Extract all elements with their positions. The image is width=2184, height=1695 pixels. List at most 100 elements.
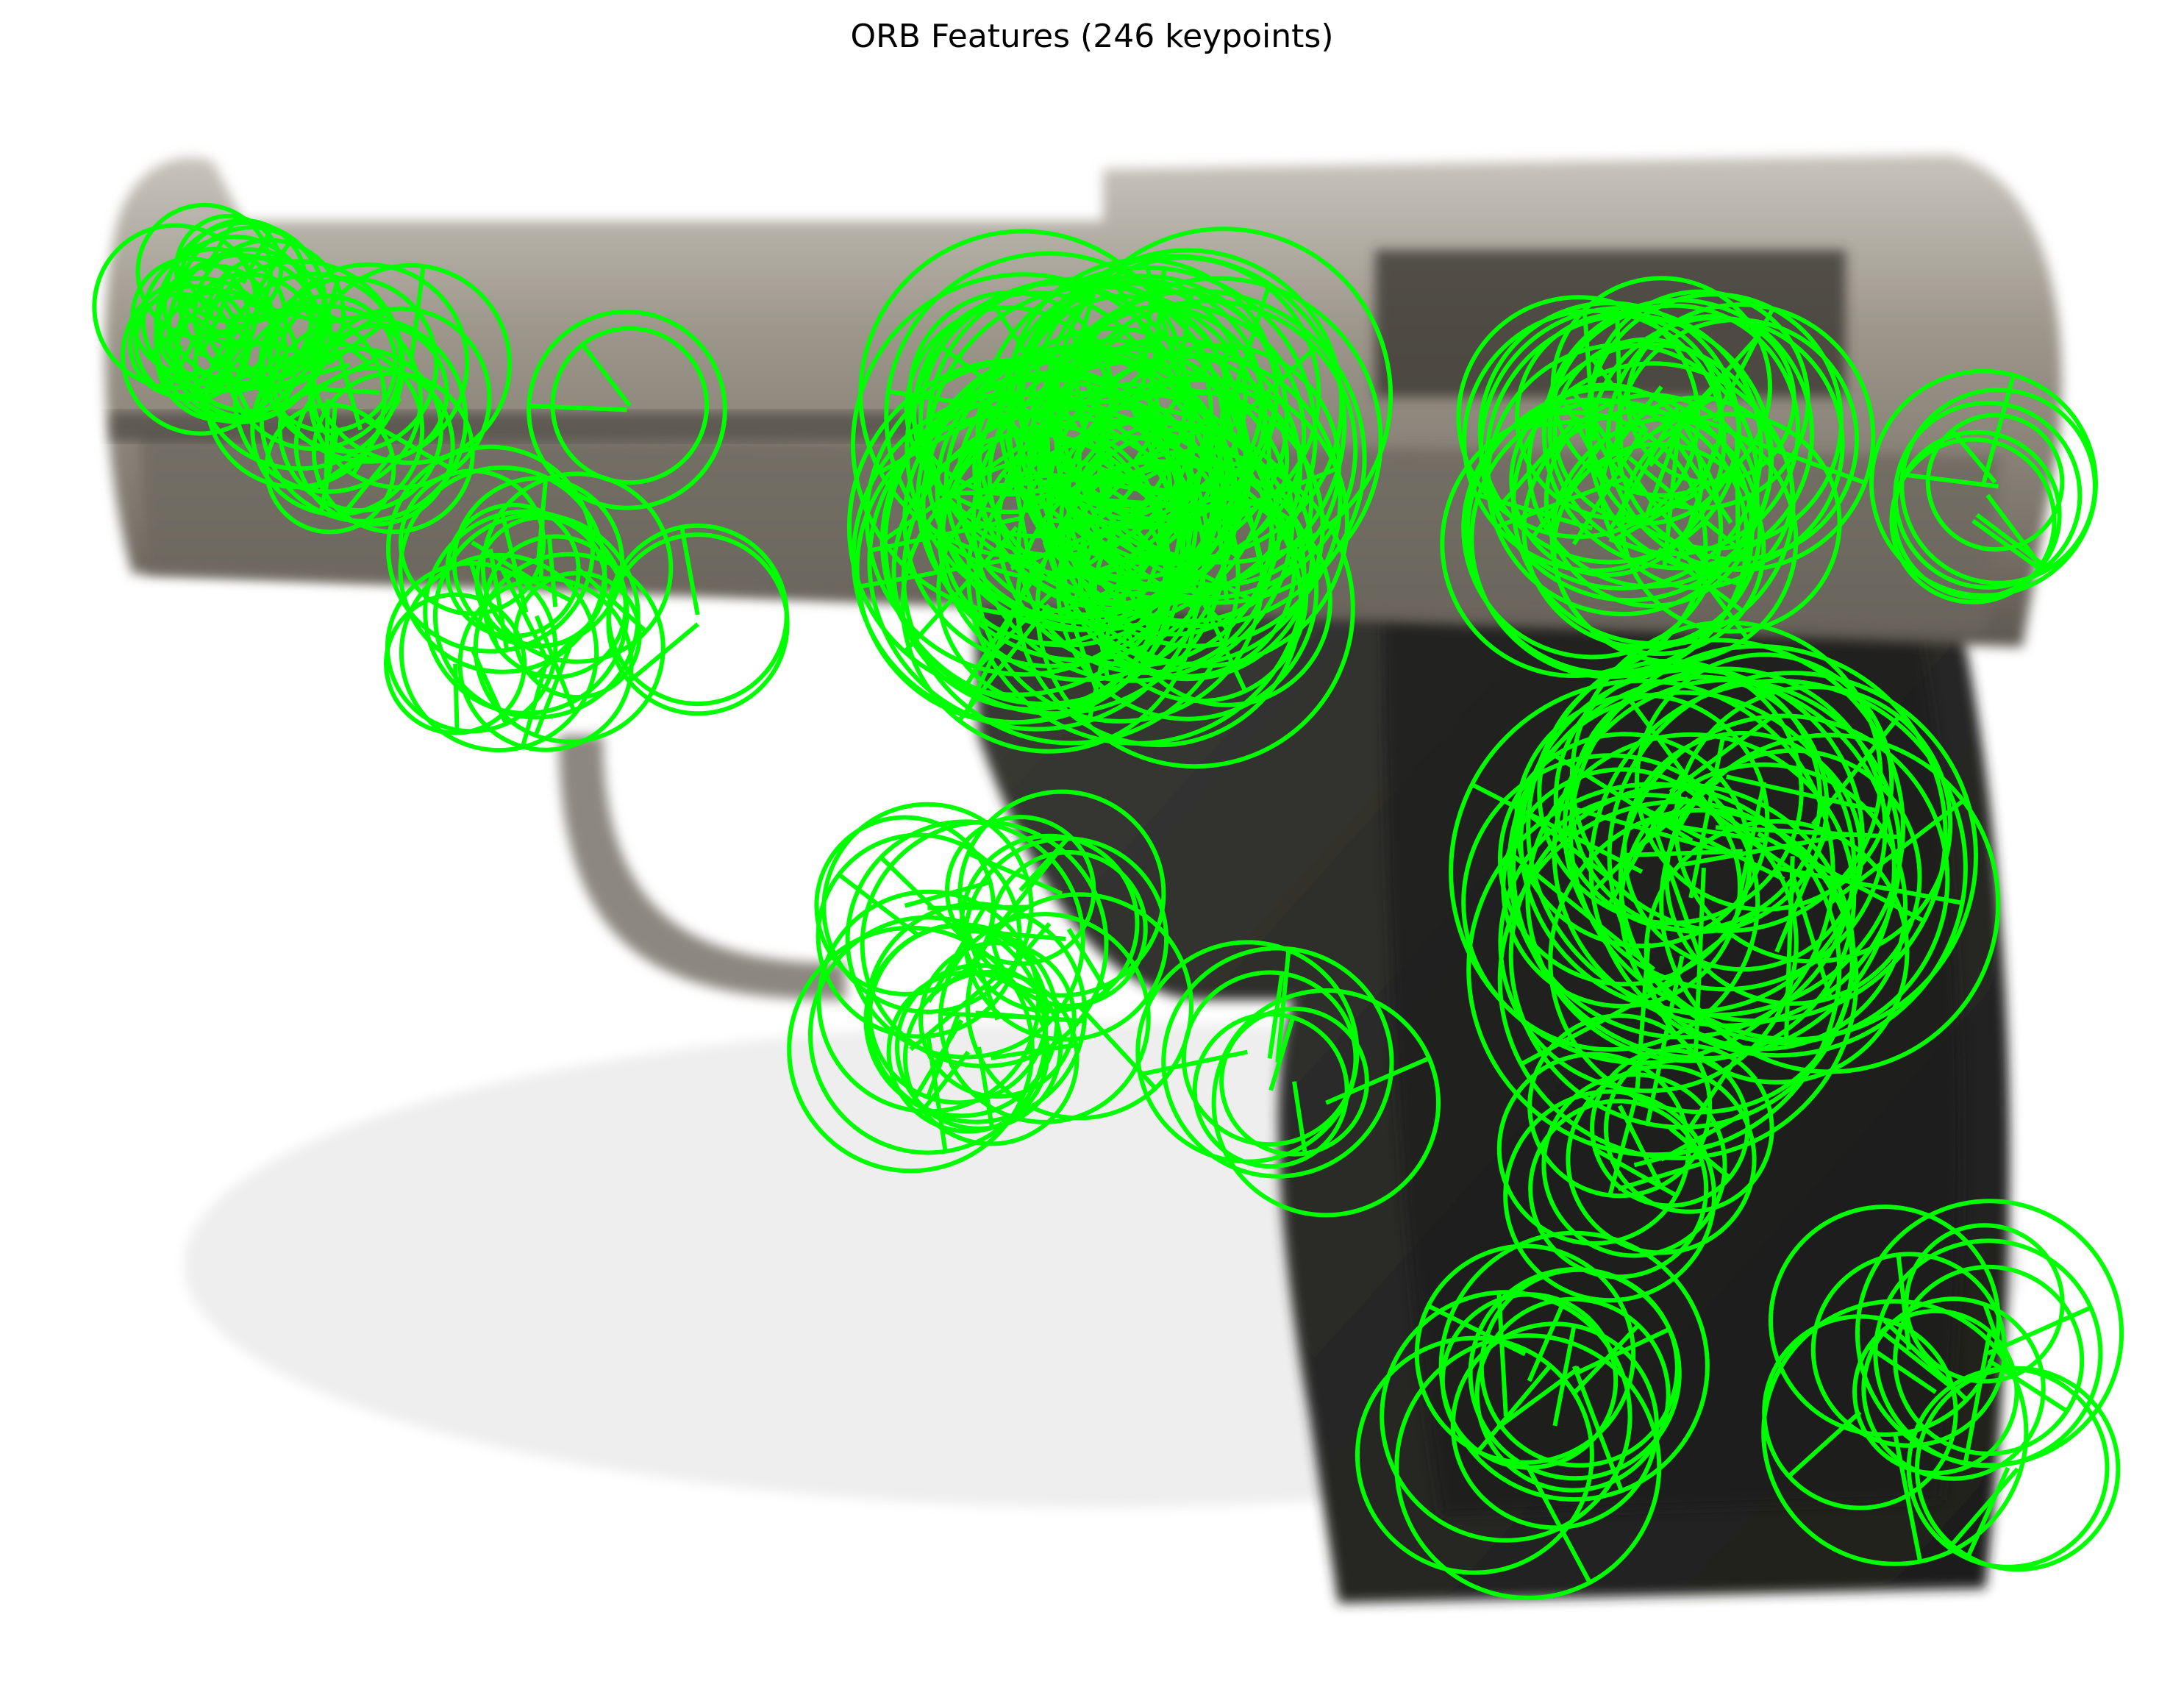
keypoint-circle bbox=[884, 251, 1214, 581]
keypoint-orientation bbox=[488, 549, 510, 651]
keypoint-circle bbox=[1644, 819, 1910, 1085]
keypoint-orientation bbox=[236, 246, 271, 315]
keypoint-orientation bbox=[265, 363, 351, 390]
keypoint-circle bbox=[1092, 487, 1309, 704]
keypoint-orientation bbox=[1693, 867, 1706, 1059]
keypoint-orientation bbox=[1660, 1112, 1744, 1162]
keypoint-circle bbox=[308, 306, 492, 490]
keypoint-orientation bbox=[1949, 1467, 2019, 1546]
keypoint-circle bbox=[1527, 1013, 1713, 1199]
keypoint-circle bbox=[1852, 1308, 2019, 1476]
keypoint-orientation bbox=[532, 633, 579, 681]
keypoint-orientation bbox=[408, 265, 426, 365]
keypoint-orientation bbox=[1784, 856, 1795, 1040]
keypoint-orientation bbox=[1268, 1016, 1296, 1091]
keypoint-circle bbox=[386, 444, 595, 654]
keypoint-orientation bbox=[1473, 1364, 1552, 1457]
keypoint-orientation bbox=[1527, 1300, 1566, 1382]
keypoint-circle bbox=[1899, 388, 2097, 585]
keypoint-circle bbox=[399, 552, 599, 753]
keypoint-orientation bbox=[1965, 1466, 2010, 1560]
keypoint-orientation bbox=[1018, 399, 1124, 407]
keypoint-circle bbox=[957, 789, 1166, 998]
keypoint-orientation bbox=[1552, 1325, 1577, 1427]
keypoint-orientation bbox=[627, 622, 700, 683]
keypoint-circle bbox=[398, 465, 607, 674]
keypoint-orientation bbox=[1618, 1105, 1663, 1188]
keypoint-orientation bbox=[1593, 1146, 1677, 1198]
keypoint-orientation bbox=[1275, 948, 1291, 1063]
keypoint-circle bbox=[1440, 410, 1708, 678]
keypoint-circle bbox=[1485, 313, 1774, 603]
keypoint-orientation bbox=[1088, 578, 1122, 719]
keypoint-orientation bbox=[1672, 335, 1759, 432]
keypoint-orientation bbox=[869, 515, 1024, 553]
keypoint-circle bbox=[1550, 276, 1773, 498]
keypoint-circle bbox=[1925, 413, 2065, 552]
keypoint-circle bbox=[1219, 1006, 1369, 1157]
keypoint-orientation bbox=[1325, 1056, 1430, 1105]
orb-keypoints bbox=[92, 202, 2124, 1601]
keypoint-circle bbox=[1873, 1238, 2103, 1469]
keypoint-orientation bbox=[202, 213, 240, 273]
keypoint-orientation bbox=[351, 396, 402, 476]
keypoint-circle bbox=[1634, 652, 1894, 912]
keypoint-circle bbox=[1479, 1267, 1680, 1468]
keypoint-circle bbox=[1181, 970, 1358, 1147]
keypoint-orientation bbox=[326, 322, 385, 365]
keypoint-orientation bbox=[1497, 415, 1580, 509]
keypoint-orientation bbox=[1499, 1366, 1581, 1427]
keypoint-circle bbox=[1211, 988, 1441, 1218]
keypoint-orientation bbox=[521, 663, 548, 748]
keypoint-orientation bbox=[1292, 1081, 1307, 1154]
keypoint-circle bbox=[864, 902, 1088, 1124]
keypoint-orientation bbox=[879, 855, 967, 941]
keypoint-circle bbox=[1526, 638, 1906, 1018]
keypoint-orientation bbox=[1963, 1332, 1992, 1463]
keypoint-circle bbox=[1015, 459, 1304, 748]
keypoint-circle bbox=[1016, 294, 1231, 508]
keypoint-circle bbox=[974, 434, 1265, 724]
keypoint-circle bbox=[92, 223, 260, 390]
keypoint-circle bbox=[1861, 1296, 2046, 1481]
keypoint-orientation bbox=[1896, 1254, 1911, 1350]
keypoint-orientation bbox=[1981, 374, 2016, 485]
keypoint-orientation bbox=[1975, 513, 2044, 566]
keypoint-orientation bbox=[1624, 849, 1743, 857]
keypoint-circle bbox=[1380, 1290, 1632, 1543]
keypoint-circle bbox=[1605, 302, 1876, 572]
keypoint-circle bbox=[140, 246, 288, 394]
keypoint-circle bbox=[1414, 1243, 1636, 1465]
keypoint-circle bbox=[1046, 255, 1321, 531]
keypoint-circle bbox=[938, 912, 1151, 1124]
keypoint-orientation bbox=[1574, 1327, 1671, 1376]
keypoint-orientation bbox=[1712, 307, 1775, 423]
keypoint-orientation bbox=[1650, 904, 1765, 996]
keypoint-orientation bbox=[910, 1018, 964, 1104]
keypoint-circle bbox=[135, 202, 274, 340]
keypoint-circle bbox=[903, 969, 1079, 1146]
keypoint-orientation bbox=[1687, 1058, 1738, 1130]
keypoint-circle bbox=[1664, 748, 1922, 1006]
keypoint-circle bbox=[480, 471, 674, 664]
keypoint-orientation bbox=[1633, 1140, 1723, 1168]
keypoint-circle bbox=[293, 365, 455, 527]
keypoint-circle bbox=[1503, 1089, 1717, 1303]
keypoint-circle bbox=[1761, 1299, 2029, 1566]
keypoint-orientation bbox=[1735, 781, 1767, 907]
keypoint-orientation bbox=[1698, 802, 1805, 880]
keypoint-circle bbox=[473, 552, 665, 744]
keypoint-orientation bbox=[888, 389, 1049, 418]
keypoint-circle bbox=[1514, 693, 1770, 949]
keypoint-orientation bbox=[909, 968, 1005, 1052]
keypoint-circle bbox=[1507, 690, 1857, 1040]
keypoint-circle bbox=[966, 892, 1193, 1121]
keypoint-circle bbox=[268, 262, 470, 464]
keypoint-circle bbox=[1562, 666, 1888, 992]
keypoint-orientation bbox=[1637, 803, 1785, 882]
keypoint-orientation bbox=[1526, 1466, 1592, 1584]
keypoint-orientation bbox=[1774, 830, 1829, 953]
keypoint-circle bbox=[264, 402, 396, 535]
keypoint-orientation bbox=[918, 1050, 970, 1116]
